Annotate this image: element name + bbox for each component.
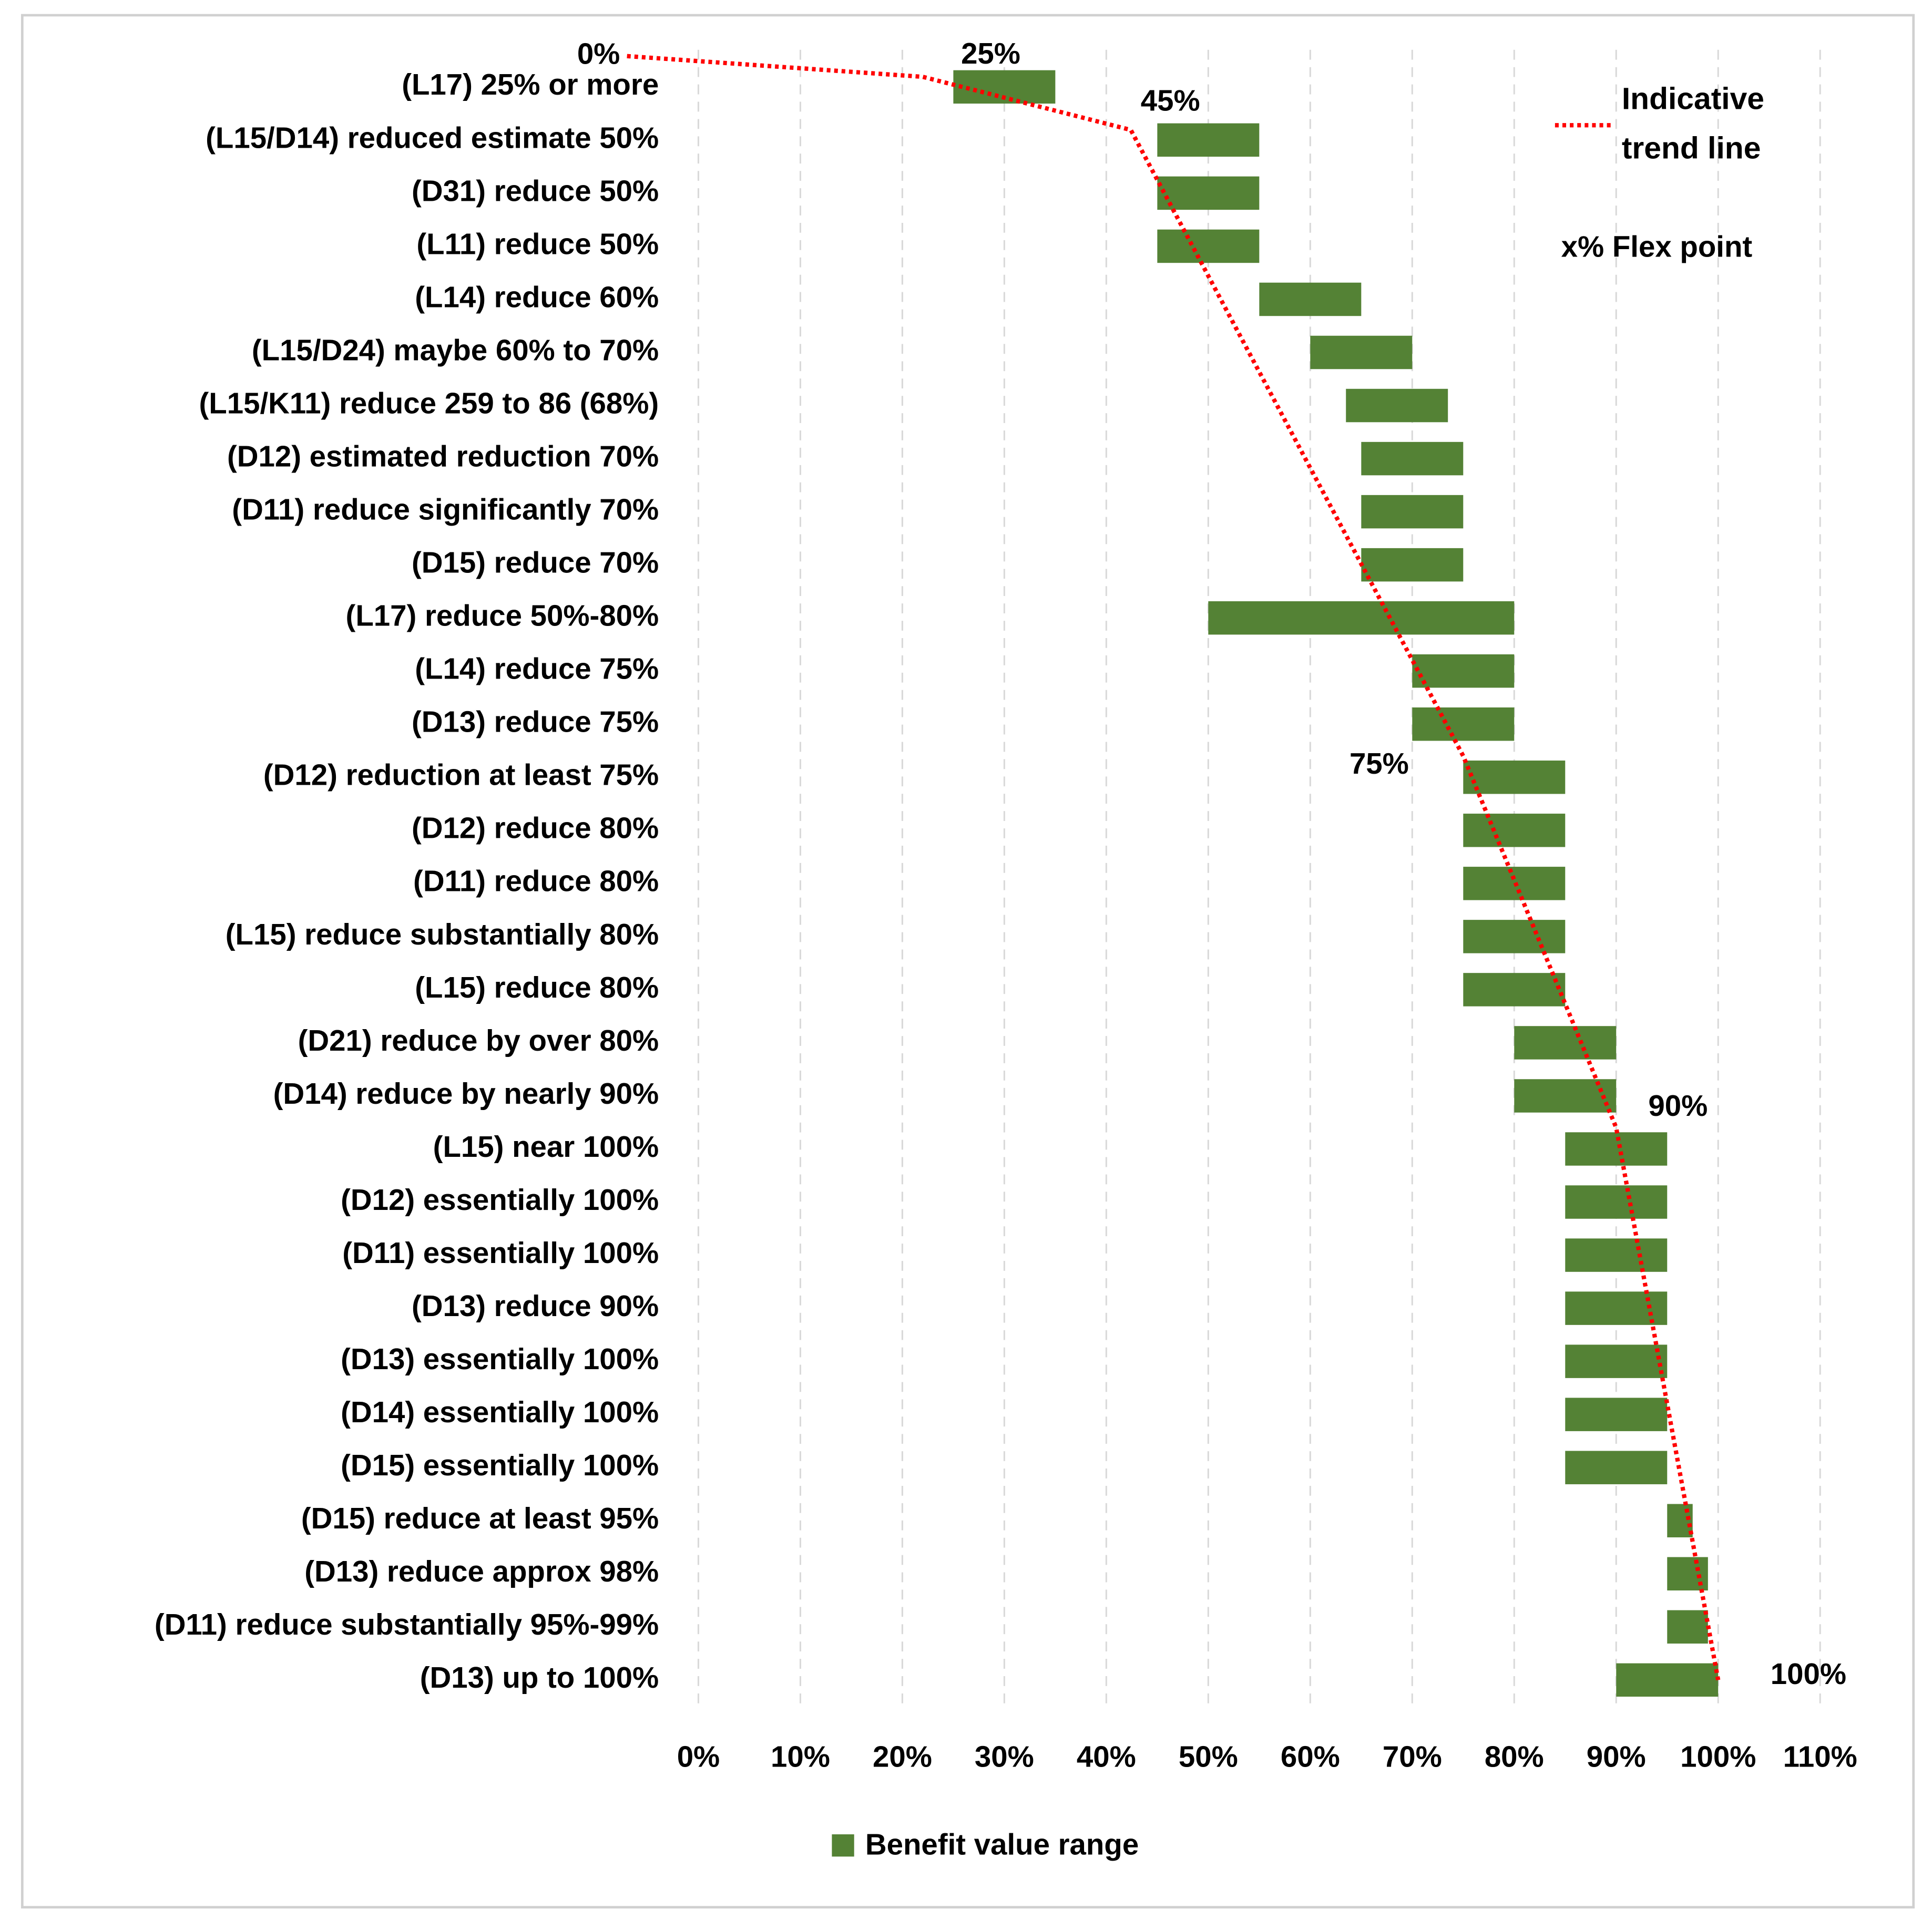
- x-tick-label: 90%: [1587, 1740, 1646, 1773]
- legend-label: x% Flex point: [1561, 230, 1753, 263]
- y-tick-label: (L15/K11) reduce 259 to 86 (68%): [199, 386, 659, 419]
- bar: [1514, 1026, 1617, 1060]
- bar: [1565, 1344, 1668, 1378]
- bar: [1667, 1610, 1708, 1644]
- annotation: 0%: [577, 37, 620, 70]
- y-tick-label: (D12) reduce 80%: [412, 812, 659, 845]
- y-tick-label: (D31) reduce 50%: [412, 174, 659, 207]
- bar: [1361, 442, 1464, 476]
- bar: [1565, 1132, 1668, 1166]
- legend-swatch: [832, 1834, 854, 1857]
- bar: [1361, 548, 1464, 582]
- bar: [1463, 814, 1566, 847]
- y-tick-label: (D11) essentially 100%: [342, 1236, 659, 1269]
- bar: [1157, 229, 1260, 263]
- bar: [1346, 388, 1448, 423]
- x-tick-label: 20%: [873, 1740, 932, 1773]
- y-tick-label: (L15) near 100%: [433, 1130, 659, 1163]
- bar: [1157, 176, 1260, 210]
- x-tick-label: 30%: [975, 1740, 1034, 1773]
- legend-label: Indicative trend line: [1621, 81, 1765, 166]
- x-tick-label: 70%: [1383, 1740, 1442, 1773]
- y-tick-label: (D11) reduce significantly 70%: [232, 493, 659, 526]
- y-tick-label: (D21) reduce by over 80%: [298, 1024, 659, 1057]
- bar: [1412, 654, 1515, 688]
- x-tick-label: 50%: [1179, 1740, 1238, 1773]
- y-tick-label: (D15) essentially 100%: [341, 1449, 659, 1482]
- bar: [1667, 1557, 1708, 1591]
- chart-frame: [21, 14, 1915, 1909]
- x-tick-label: 80%: [1485, 1740, 1544, 1773]
- y-tick-label: (D13) essentially 100%: [341, 1342, 659, 1375]
- bar: [1565, 1291, 1668, 1325]
- bar: [1463, 920, 1566, 953]
- x-tick-label: 100%: [1680, 1740, 1756, 1773]
- y-tick-label: (L14) reduce 60%: [415, 280, 659, 313]
- annotation: 90%: [1648, 1089, 1708, 1122]
- bar: [1565, 1451, 1668, 1484]
- bar: [1310, 335, 1413, 369]
- x-tick-label: 110%: [1783, 1740, 1857, 1773]
- y-tick-label: (D15) reduce at least 95%: [301, 1502, 659, 1535]
- legend-label: Benefit value range: [865, 1827, 1139, 1861]
- bar: [1157, 123, 1260, 157]
- annotation: 75%: [1350, 747, 1409, 780]
- y-tick-label: (D11) reduce substantially 95%-99%: [155, 1608, 659, 1641]
- bar: [1616, 1663, 1719, 1697]
- x-tick-label: 10%: [771, 1740, 830, 1773]
- y-tick-label: (L15/D24) maybe 60% to 70%: [252, 333, 659, 366]
- y-tick-label: (D14) reduce by nearly 90%: [273, 1077, 659, 1110]
- trend-line: [627, 54, 1721, 1681]
- annotation: 25%: [961, 37, 1020, 70]
- bar: [1361, 495, 1464, 529]
- y-tick-label: (D12) essentially 100%: [341, 1183, 659, 1216]
- bar: [1208, 601, 1515, 635]
- bar: [1565, 1185, 1668, 1219]
- annotation: 100%: [1771, 1657, 1846, 1690]
- y-tick-label: (L17) 25% or more: [402, 68, 659, 101]
- bar: [1565, 1238, 1668, 1272]
- y-tick-label: (L15) reduce 80%: [415, 971, 659, 1004]
- y-tick-label: (D13) reduce approx 98%: [304, 1555, 659, 1588]
- y-tick-label: (D11) reduce 80%: [413, 865, 659, 898]
- bar: [1463, 973, 1566, 1007]
- bar: [1565, 1398, 1668, 1431]
- y-tick-label: (D13) reduce 90%: [412, 1289, 659, 1322]
- annotation: 45%: [1141, 84, 1200, 117]
- x-tick-label: 40%: [1077, 1740, 1136, 1773]
- y-tick-label: (L17) reduce 50%-80%: [346, 599, 659, 632]
- bar: [1514, 1079, 1617, 1113]
- bar: [1259, 282, 1362, 316]
- legend-text: Indicative trend line: [1621, 81, 1765, 166]
- y-tick-label: (D15) reduce 70%: [412, 546, 659, 579]
- y-tick-label: (D12) reduction at least 75%: [263, 758, 659, 792]
- y-tick-label: (L15/D14) reduced estimate 50%: [206, 121, 659, 154]
- y-tick-label: (D13) reduce 75%: [412, 705, 659, 738]
- y-tick-label: (L11) reduce 50%: [416, 227, 659, 260]
- bar: [1412, 707, 1515, 741]
- y-tick-label: (L15) reduce substantially 80%: [226, 918, 659, 951]
- x-tick-label: 0%: [677, 1740, 720, 1773]
- bar: [1463, 761, 1566, 794]
- y-tick-label: (D12) estimated reduction 70%: [227, 439, 659, 473]
- y-tick-label: (L14) reduce 75%: [415, 652, 659, 685]
- x-tick-label: 60%: [1281, 1740, 1340, 1773]
- y-tick-label: (D14) essentially 100%: [341, 1395, 659, 1429]
- y-tick-label: (D13) up to 100%: [420, 1661, 659, 1694]
